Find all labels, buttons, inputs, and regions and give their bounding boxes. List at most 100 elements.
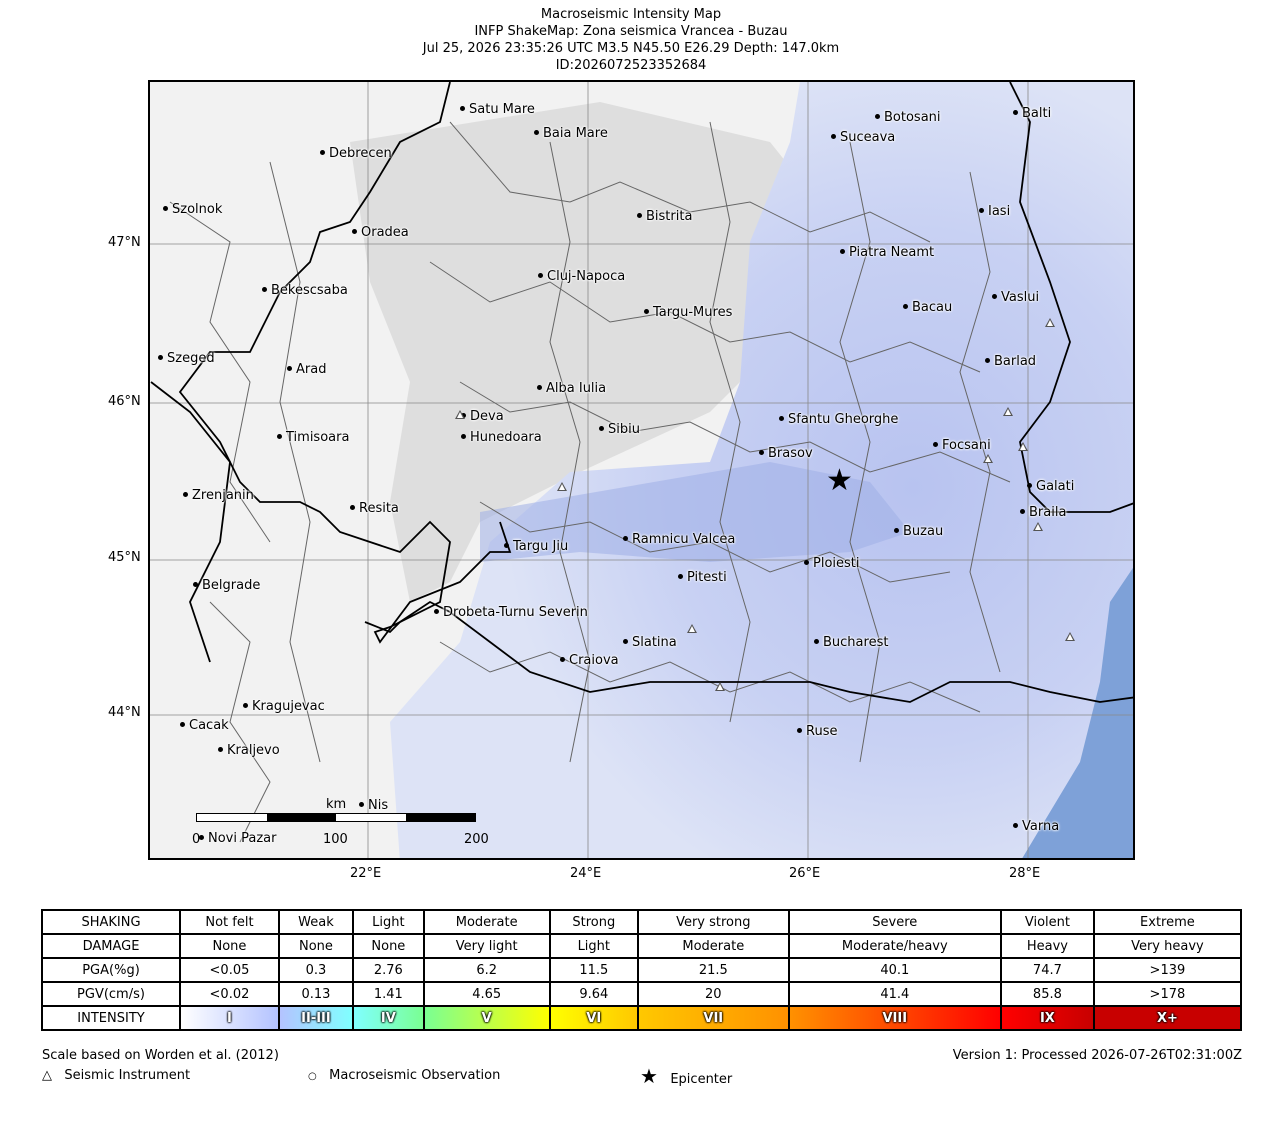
city-dot-icon <box>875 114 880 119</box>
legend-intensity-row: INTENSITY I II-III IV V VI VII VIII IX X+ <box>41 1005 1243 1031</box>
triangle-icon: △ <box>42 1068 52 1083</box>
seismic-instrument-icon[interactable] <box>983 454 993 463</box>
legend-cell: Violent <box>999 909 1095 935</box>
city-dot-icon <box>352 229 357 234</box>
legend-cell: <0.05 <box>179 957 280 983</box>
city-dot-icon <box>193 582 198 587</box>
city-dot-icon <box>277 434 282 439</box>
country-borders <box>150 82 1133 703</box>
city-dot-icon <box>320 150 325 155</box>
title-line-3: Jul 25, 2026 23:35:26 UTC M3.5 N45.50 E2… <box>422 41 840 56</box>
seismic-instrument-icon[interactable] <box>1003 407 1013 416</box>
city-label: Zrenjanin <box>192 488 254 503</box>
city-dot-icon <box>461 434 466 439</box>
epicenter-star-icon[interactable]: ★ <box>826 463 853 498</box>
city-marker: Debrecen <box>320 147 392 161</box>
intensity-swatch: VI <box>548 1005 639 1031</box>
city-dot-icon <box>158 355 163 360</box>
legend-row: SHAKING Not felt Weak Light Moderate Strong Ve… <box>41 909 1243 935</box>
intensity-swatch: IV <box>351 1005 425 1031</box>
city-label: Slatina <box>632 635 677 650</box>
legend-cell: 2.76 <box>351 957 425 983</box>
legend-cell: None <box>179 933 280 959</box>
legend-row: PGA(%g) <0.05 0.3 2.76 6.2 11.5 21.5 40.1 74.7 >1… <box>41 957 1243 983</box>
title-line-1: Macroseismic Intensity Map <box>540 7 722 22</box>
city-marker: Suceava <box>831 131 895 145</box>
city-dot-icon <box>180 722 185 727</box>
city-marker: Kraljevo <box>218 744 280 758</box>
legend-cell: Severe <box>787 909 1002 935</box>
seismic-instrument-icon[interactable] <box>1065 632 1075 641</box>
city-marker: Hunedoara <box>461 431 542 445</box>
city-marker: Novi Pazar <box>199 832 276 846</box>
city-label: Iasi <box>988 204 1011 219</box>
lat-label-44: 44°N <box>108 705 141 720</box>
city-marker: Pitesti <box>678 571 727 585</box>
intensity-swatch: VII <box>636 1005 790 1031</box>
legend-cell: >178 <box>1092 981 1243 1007</box>
city-dot-icon <box>163 206 168 211</box>
intensity-map[interactable]: Satu Mare Baia Mare Debrecen Botosani Balti S… <box>148 80 1135 860</box>
legend-row-label: PGA(%g) <box>41 957 181 983</box>
legend-cell: Moderate <box>422 909 551 935</box>
city-label: Piatra Neamt <box>849 245 935 260</box>
city-marker: Buzau <box>894 525 943 539</box>
city-dot-icon <box>599 426 604 431</box>
city-marker: Vaslui <box>992 291 1039 305</box>
seismic-instrument-icon[interactable] <box>1045 318 1055 327</box>
city-dot-icon <box>1020 509 1025 514</box>
seismic-instrument-icon[interactable] <box>455 410 465 419</box>
city-label: Alba Iulia <box>546 381 607 396</box>
city-label: Balti <box>1022 106 1052 121</box>
city-dot-icon <box>985 358 990 363</box>
city-label: Galati <box>1036 479 1075 494</box>
city-label: Belgrade <box>202 578 261 593</box>
city-marker: Baia Mare <box>534 127 608 141</box>
city-marker: Timisoara <box>277 431 349 445</box>
legend-cell: 6.2 <box>422 957 551 983</box>
lon-label-22: 22°E <box>350 866 382 881</box>
legend-cell: Not felt <box>179 909 280 935</box>
county-borders <box>169 121 1011 843</box>
city-marker: Piatra Neamt <box>840 246 934 260</box>
legend-cell: 9.64 <box>548 981 639 1007</box>
title-line-2: INFP ShakeMap: Zona seismica Vrancea - B… <box>474 24 788 39</box>
seismic-instrument-icon[interactable] <box>687 624 697 633</box>
city-dot-icon <box>560 657 565 662</box>
seismic-instrument-icon[interactable] <box>715 682 725 691</box>
scale-unit: km <box>326 797 347 812</box>
city-marker: Ruse <box>797 725 837 739</box>
city-label: Bucharest <box>823 635 889 650</box>
city-marker: Slatina <box>623 636 677 650</box>
legend-cell: <0.02 <box>179 981 280 1007</box>
legend-cell: 4.65 <box>422 981 551 1007</box>
city-dot-icon <box>359 802 364 807</box>
intensity-swatch: VIII <box>787 1005 1002 1031</box>
city-marker: Nis <box>359 799 388 813</box>
city-label: Sibiu <box>608 422 640 437</box>
legend-cell: Extreme <box>1092 909 1243 935</box>
seismic-instrument-icon[interactable] <box>1033 522 1043 531</box>
seismic-instrument-icon[interactable] <box>1018 442 1028 451</box>
city-label: Satu Mare <box>469 102 535 117</box>
city-marker: Alba Iulia <box>537 382 606 396</box>
legend-cell: Light <box>548 933 639 959</box>
legend-cell: 11.5 <box>548 957 639 983</box>
scale-tick-100: 100 <box>323 832 348 847</box>
legend-key-instrument: △ Seismic Instrument <box>42 1068 191 1083</box>
city-marker: Targu-Mures <box>644 306 732 320</box>
city-marker: Oradea <box>352 226 409 240</box>
city-label: Hunedoara <box>470 430 542 445</box>
city-label: Debrecen <box>329 146 392 161</box>
city-marker: Brasov <box>759 447 813 461</box>
city-marker: Barlad <box>985 355 1036 369</box>
city-marker: Cluj-Napoca <box>538 270 625 284</box>
city-dot-icon <box>623 639 628 644</box>
legend-cell: Light <box>351 909 425 935</box>
seismic-instrument-icon[interactable] <box>557 482 567 491</box>
legend-row-label: INTENSITY <box>41 1005 181 1031</box>
city-marker: Bekescsaba <box>262 284 348 298</box>
scale-tick-0: 0 <box>192 832 201 847</box>
city-label: Ramnicu Valcea <box>632 532 736 547</box>
city-dot-icon <box>779 416 784 421</box>
